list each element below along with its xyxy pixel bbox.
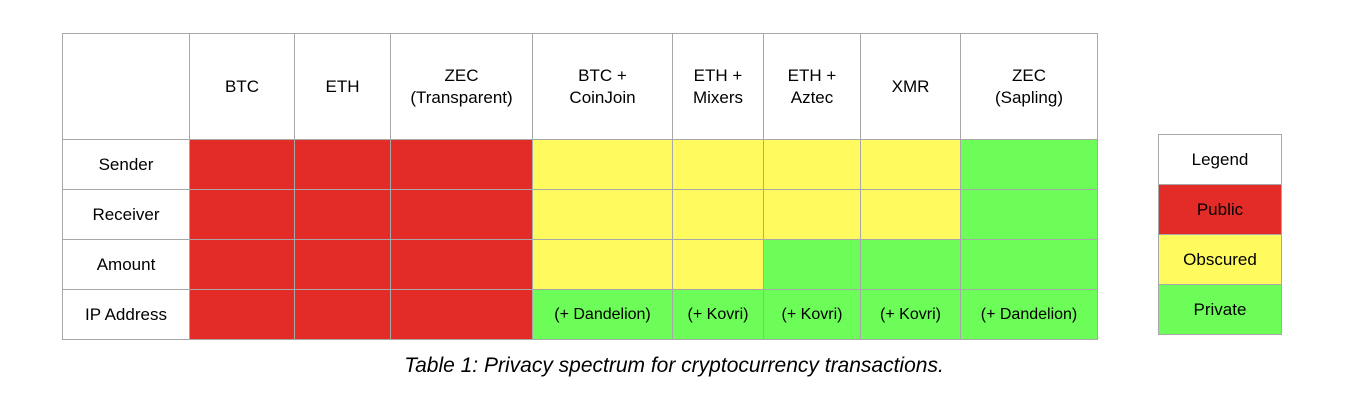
column-header-eth: ETH xyxy=(294,33,391,140)
column-header-xmr: XMR xyxy=(860,33,961,140)
status-cell xyxy=(189,239,295,290)
status-cell xyxy=(189,289,295,340)
row-label-sender: Sender xyxy=(62,139,190,190)
status-cell xyxy=(672,139,764,190)
status-cell xyxy=(960,189,1098,240)
status-cell xyxy=(390,239,533,290)
table-row-sender: Sender xyxy=(62,139,1098,190)
status-cell xyxy=(860,239,961,290)
status-cell xyxy=(532,189,673,240)
header-row: BTC ETH ZEC (Transparent) BTC + CoinJoin… xyxy=(62,33,1098,140)
status-cell xyxy=(960,239,1098,290)
table-row-receiver: Receiver xyxy=(62,189,1098,240)
status-cell xyxy=(672,239,764,290)
status-cell xyxy=(189,139,295,190)
status-cell xyxy=(294,289,391,340)
status-cell: (+ Kovri) xyxy=(672,289,764,340)
privacy-table: BTC ETH ZEC (Transparent) BTC + CoinJoin… xyxy=(62,33,1098,340)
row-label-ip-address: IP Address xyxy=(62,289,190,340)
status-cell xyxy=(960,139,1098,190)
column-header-btc-coinjoin: BTC + CoinJoin xyxy=(532,33,673,140)
status-cell xyxy=(532,239,673,290)
column-header-eth-mixers: ETH + Mixers xyxy=(672,33,764,140)
corner-cell xyxy=(62,33,190,140)
table-row-amount: Amount xyxy=(62,239,1098,290)
column-header-label: ETH xyxy=(325,76,360,96)
column-header-zec-transparent: ZEC (Transparent) xyxy=(390,33,533,140)
legend-item-private: Private xyxy=(1158,284,1282,335)
status-cell xyxy=(294,189,391,240)
status-cell: (+ Kovri) xyxy=(763,289,861,340)
column-header-eth-aztec: ETH + Aztec xyxy=(763,33,861,140)
status-cell xyxy=(294,139,391,190)
status-cell xyxy=(294,239,391,290)
column-header-zec-sapling: ZEC (Sapling) xyxy=(960,33,1098,140)
column-header-label: ETH + Aztec xyxy=(787,65,837,107)
status-cell xyxy=(763,239,861,290)
status-cell xyxy=(672,189,764,240)
legend-item-obscured: Obscured xyxy=(1158,234,1282,285)
status-cell xyxy=(860,189,961,240)
column-header-label: ZEC (Transparent) xyxy=(410,65,513,107)
status-cell: (+ Kovri) xyxy=(860,289,961,340)
status-cell xyxy=(189,189,295,240)
column-header-label: ZEC (Sapling) xyxy=(994,65,1064,107)
column-header-btc: BTC xyxy=(189,33,295,140)
column-header-label: BTC + CoinJoin xyxy=(569,65,636,107)
status-cell xyxy=(532,139,673,190)
column-header-label: ETH + Mixers xyxy=(692,65,744,107)
legend-table: Legend Public Obscured Private xyxy=(1158,134,1282,335)
status-cell: (+ Dandelion) xyxy=(960,289,1098,340)
column-header-label: BTC xyxy=(225,76,259,96)
status-cell xyxy=(763,189,861,240)
table-caption: Table 1: Privacy spectrum for cryptocurr… xyxy=(404,354,944,377)
status-cell xyxy=(390,189,533,240)
table-row-ip-address: IP Address (+ Dandelion) (+ Kovri) (+ Ko… xyxy=(62,289,1098,340)
status-cell xyxy=(763,139,861,190)
column-header-label: XMR xyxy=(891,76,930,96)
status-cell xyxy=(390,289,533,340)
status-cell xyxy=(390,139,533,190)
legend-item-public: Public xyxy=(1158,184,1282,235)
status-cell xyxy=(860,139,961,190)
legend-title: Legend xyxy=(1158,134,1282,185)
row-label-receiver: Receiver xyxy=(62,189,190,240)
status-cell: (+ Dandelion) xyxy=(532,289,673,340)
row-label-amount: Amount xyxy=(62,239,190,290)
